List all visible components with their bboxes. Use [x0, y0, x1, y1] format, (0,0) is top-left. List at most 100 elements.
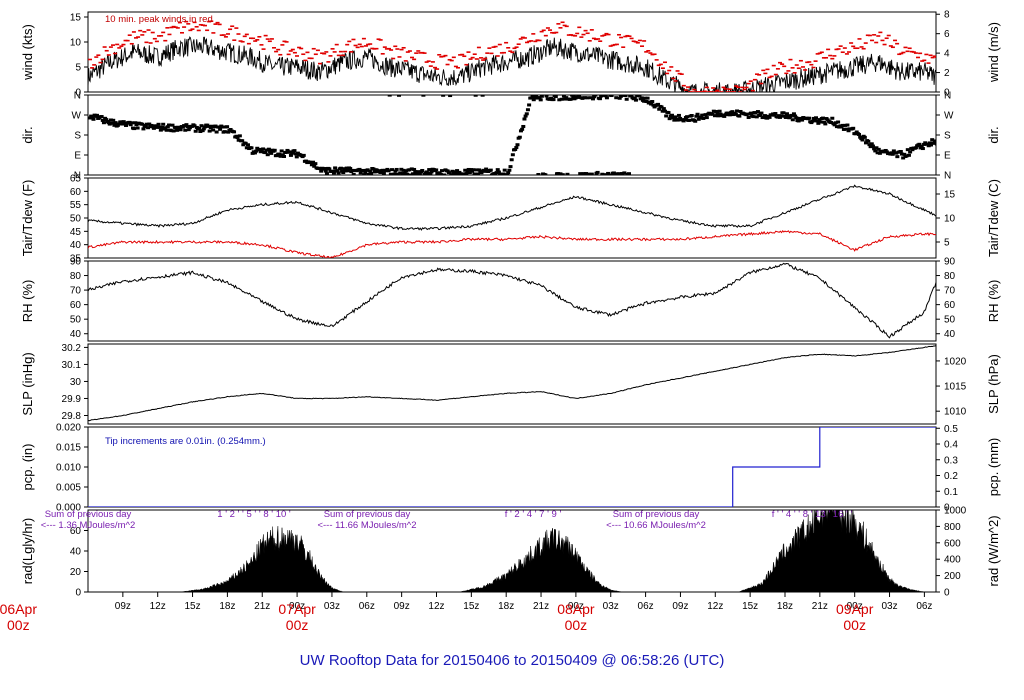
peak-mark	[136, 36, 141, 38]
peak-mark	[642, 40, 647, 42]
peak-mark	[328, 55, 333, 57]
peak-mark	[443, 54, 448, 57]
peak-mark	[111, 44, 116, 46]
series-tair-f-	[88, 184, 936, 231]
dir-point	[936, 138, 940, 141]
dir-point	[800, 118, 805, 122]
dir-point	[146, 126, 151, 130]
peak-mark	[228, 28, 233, 31]
peak-mark	[491, 46, 496, 48]
dir-point	[345, 169, 350, 173]
peak-mark	[395, 48, 400, 50]
xtick-label: 18z	[498, 601, 514, 612]
peak-mark	[849, 42, 854, 44]
dir-point	[910, 148, 915, 152]
dir-point	[704, 116, 709, 120]
xtick-label: 12z	[707, 601, 723, 612]
dir-point	[793, 114, 798, 118]
peak-mark	[106, 54, 111, 56]
dir-point	[388, 172, 393, 175]
ytick-label-left: 40	[70, 240, 82, 251]
dir-point	[525, 108, 530, 112]
peak-mark	[479, 57, 484, 59]
peak-mark	[821, 57, 826, 59]
dir-point	[462, 172, 467, 175]
dir-point	[502, 168, 507, 172]
peak-mark	[292, 51, 297, 54]
peak-mark	[585, 32, 590, 35]
peak-mark	[412, 58, 417, 61]
dir-point	[908, 150, 913, 154]
dir-point	[448, 95, 453, 98]
panel-slp: SLP (inHg) SLP (hPa) 29.8 29.9 30 30.1 30.2 101…	[20, 343, 1001, 425]
peak-mark	[437, 53, 442, 56]
dir-point	[201, 127, 206, 131]
peak-mark	[192, 21, 197, 24]
ytick-label-right: 400	[944, 555, 961, 566]
dir-point	[644, 100, 649, 104]
ylabel-right: Tair/Tdew (C)	[986, 179, 1001, 257]
peak-mark	[353, 44, 358, 47]
dir-point	[183, 128, 188, 132]
peak-mark	[719, 91, 724, 92]
dir-point	[529, 96, 534, 100]
ytick-label-left: 40	[70, 329, 82, 340]
peak-mark	[752, 78, 757, 81]
panel-rad: rad(Lgly/hr) rad (W/m^2)02040600200400600…	[20, 506, 1001, 599]
dir-point	[467, 171, 472, 175]
peak-mark	[717, 91, 722, 92]
peak-mark	[890, 46, 895, 49]
dir-point	[722, 114, 727, 118]
dir-point	[177, 126, 182, 130]
dir-point	[905, 148, 910, 152]
peak-mark	[299, 47, 304, 50]
dir-point	[823, 122, 828, 126]
dir-point	[245, 143, 250, 147]
date-hour-label: 00z	[565, 617, 588, 633]
peak-mark	[315, 49, 320, 52]
dir-point	[318, 167, 323, 171]
peak-mark	[552, 32, 557, 34]
dir-point	[474, 168, 479, 172]
peak-mark	[826, 48, 831, 51]
dir-point	[613, 172, 618, 175]
peak-mark	[587, 40, 592, 42]
dir-point	[845, 123, 850, 127]
ytick-label-left: 0.000	[56, 503, 81, 514]
peak-mark	[263, 34, 268, 37]
dir-point	[733, 112, 738, 116]
dir-point	[565, 172, 570, 175]
peak-mark	[681, 84, 686, 87]
peak-mark	[113, 52, 118, 55]
dir-point	[164, 128, 169, 132]
peak-mark	[525, 41, 530, 44]
peak-mark	[744, 86, 749, 89]
ytick-label-right: 1020	[944, 356, 967, 367]
dir-point	[157, 125, 162, 129]
ytick-label-right: 8	[944, 10, 950, 21]
dir-point	[522, 117, 527, 121]
xtick-label: 18z	[219, 601, 235, 612]
peak-mark	[336, 54, 341, 57]
peak-mark	[583, 29, 588, 32]
dir-point	[258, 150, 263, 154]
peak-mark	[738, 91, 743, 92]
dir-point	[203, 125, 208, 129]
dir-point	[293, 152, 298, 156]
dir-point	[455, 169, 460, 173]
panel-plot-area	[88, 510, 936, 592]
peak-mark	[930, 56, 935, 59]
ytick-label-right: S	[944, 131, 951, 142]
peak-mark	[669, 66, 674, 68]
peak-mark	[347, 40, 352, 43]
dir-point	[154, 124, 159, 128]
peak-mark	[640, 45, 645, 47]
ylabel-left: pcp. (in)	[20, 444, 35, 491]
ytick-label-right: 40	[944, 329, 956, 340]
dir-point	[199, 124, 204, 128]
dir-point	[716, 114, 721, 118]
series-rh-	[88, 262, 936, 339]
dir-point	[278, 154, 283, 158]
series-slp-inhg-	[88, 345, 936, 422]
